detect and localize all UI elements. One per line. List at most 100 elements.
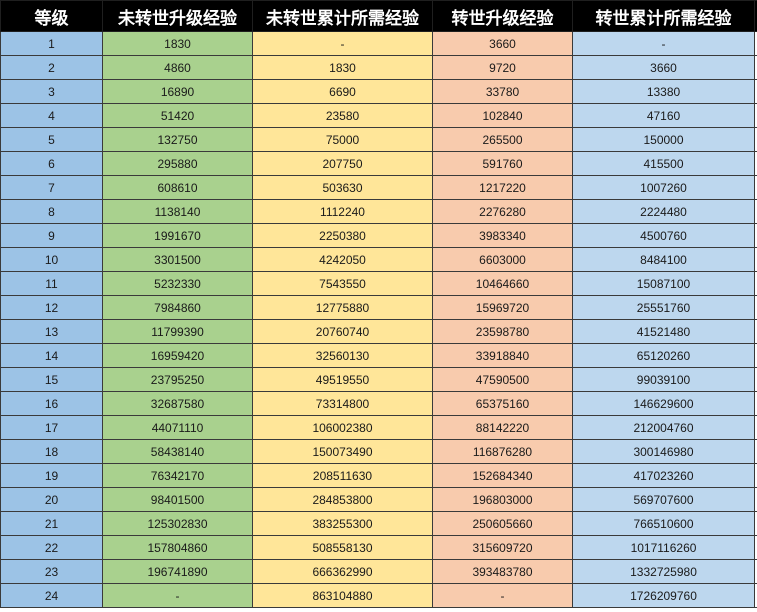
cell-level[interactable]: 19 xyxy=(0,463,103,488)
cell-non-rebirth-cumulative[interactable]: 666362990 xyxy=(252,559,433,584)
cell-level[interactable]: 18 xyxy=(0,439,103,464)
header-level[interactable]: 等级 xyxy=(0,0,103,32)
header-non-rebirth-upgrade[interactable]: 未转世升级经验 xyxy=(102,0,253,32)
cell-rebirth-upgrade[interactable]: 65375160 xyxy=(432,391,573,416)
cell-non-rebirth-upgrade[interactable]: 3301500 xyxy=(102,247,253,272)
cell-non-rebirth-cumulative[interactable]: 75000 xyxy=(252,127,433,152)
cell-rebirth-upgrade[interactable]: 315609720 xyxy=(432,535,573,560)
cell-level[interactable]: 5 xyxy=(0,127,103,152)
cell-rebirth-upgrade[interactable]: 6603000 xyxy=(432,247,573,272)
cell-level[interactable]: 22 xyxy=(0,535,103,560)
cell-rebirth-cumulative[interactable]: 1007260 xyxy=(572,175,755,200)
cell-rebirth-cumulative[interactable]: 13380 xyxy=(572,79,755,104)
cell-level[interactable]: 23 xyxy=(0,559,103,584)
cell-rebirth-upgrade[interactable]: 3660 xyxy=(432,31,573,56)
cell-non-rebirth-cumulative[interactable]: 503630 xyxy=(252,175,433,200)
cell-level[interactable]: 20 xyxy=(0,487,103,512)
cell-rebirth-cumulative[interactable]: 1332725980 xyxy=(572,559,755,584)
cell-non-rebirth-upgrade[interactable]: 295880 xyxy=(102,151,253,176)
cell-non-rebirth-upgrade[interactable]: 132750 xyxy=(102,127,253,152)
cell-level[interactable]: 10 xyxy=(0,247,103,272)
cell-rebirth-upgrade[interactable]: 265500 xyxy=(432,127,573,152)
cell-rebirth-upgrade[interactable]: 116876280 xyxy=(432,439,573,464)
cell-non-rebirth-upgrade[interactable]: 98401500 xyxy=(102,487,253,512)
cell-level[interactable]: 11 xyxy=(0,271,103,296)
cell-non-rebirth-cumulative[interactable]: 1112240 xyxy=(252,199,433,224)
cell-rebirth-upgrade[interactable]: 2276280 xyxy=(432,199,573,224)
cell-rebirth-cumulative[interactable]: 766510600 xyxy=(572,511,755,536)
cell-rebirth-upgrade[interactable]: 10464660 xyxy=(432,271,573,296)
cell-non-rebirth-cumulative[interactable]: 1830 xyxy=(252,55,433,80)
cell-level[interactable]: 21 xyxy=(0,511,103,536)
cell-rebirth-cumulative[interactable]: 417023260 xyxy=(572,463,755,488)
cell-non-rebirth-upgrade[interactable]: 44071110 xyxy=(102,415,253,440)
cell-non-rebirth-cumulative[interactable]: 207750 xyxy=(252,151,433,176)
cell-level[interactable]: 17 xyxy=(0,415,103,440)
cell-rebirth-cumulative[interactable]: 15087100 xyxy=(572,271,755,296)
cell-rebirth-cumulative[interactable]: 25551760 xyxy=(572,295,755,320)
cell-non-rebirth-upgrade[interactable]: 157804860 xyxy=(102,535,253,560)
cell-non-rebirth-cumulative[interactable]: 508558130 xyxy=(252,535,433,560)
cell-rebirth-cumulative[interactable]: 415500 xyxy=(572,151,755,176)
cell-non-rebirth-cumulative[interactable]: 208511630 xyxy=(252,463,433,488)
cell-rebirth-cumulative[interactable]: 4500760 xyxy=(572,223,755,248)
cell-rebirth-upgrade[interactable]: 33918840 xyxy=(432,343,573,368)
cell-rebirth-cumulative[interactable]: 212004760 xyxy=(572,415,755,440)
cell-rebirth-cumulative[interactable]: 146629600 xyxy=(572,391,755,416)
cell-non-rebirth-upgrade[interactable]: 16890 xyxy=(102,79,253,104)
cell-rebirth-upgrade[interactable]: 152684340 xyxy=(432,463,573,488)
cell-non-rebirth-upgrade[interactable]: 5232330 xyxy=(102,271,253,296)
header-non-rebirth-cumulative[interactable]: 未转世累计所需经验 xyxy=(252,0,433,32)
cell-non-rebirth-cumulative[interactable]: 284853800 xyxy=(252,487,433,512)
cell-rebirth-cumulative[interactable]: 300146980 xyxy=(572,439,755,464)
cell-non-rebirth-cumulative[interactable]: 6690 xyxy=(252,79,433,104)
cell-non-rebirth-cumulative[interactable]: 12775880 xyxy=(252,295,433,320)
cell-rebirth-upgrade[interactable]: 102840 xyxy=(432,103,573,128)
cell-level[interactable]: 15 xyxy=(0,367,103,392)
cell-non-rebirth-upgrade[interactable]: 76342170 xyxy=(102,463,253,488)
cell-rebirth-upgrade[interactable]: 393483780 xyxy=(432,559,573,584)
cell-non-rebirth-cumulative[interactable]: - xyxy=(252,31,433,56)
cell-non-rebirth-upgrade[interactable]: 125302830 xyxy=(102,511,253,536)
cell-rebirth-cumulative[interactable]: 65120260 xyxy=(572,343,755,368)
cell-rebirth-cumulative[interactable]: 569707600 xyxy=(572,487,755,512)
cell-rebirth-upgrade[interactable]: 88142220 xyxy=(432,415,573,440)
cell-level[interactable]: 2 xyxy=(0,55,103,80)
cell-rebirth-upgrade[interactable]: 591760 xyxy=(432,151,573,176)
cell-level[interactable]: 12 xyxy=(0,295,103,320)
cell-level[interactable]: 6 xyxy=(0,151,103,176)
cell-rebirth-cumulative[interactable]: 99039100 xyxy=(572,367,755,392)
header-rebirth-cumulative[interactable]: 转世累计所需经验 xyxy=(572,0,755,32)
cell-rebirth-upgrade[interactable]: - xyxy=(432,583,573,608)
cell-non-rebirth-upgrade[interactable]: 16959420 xyxy=(102,343,253,368)
cell-level[interactable]: 13 xyxy=(0,319,103,344)
cell-non-rebirth-cumulative[interactable]: 4242050 xyxy=(252,247,433,272)
cell-non-rebirth-upgrade[interactable]: 7984860 xyxy=(102,295,253,320)
cell-rebirth-upgrade[interactable]: 47590500 xyxy=(432,367,573,392)
cell-non-rebirth-upgrade[interactable]: 608610 xyxy=(102,175,253,200)
cell-non-rebirth-upgrade[interactable]: 4860 xyxy=(102,55,253,80)
cell-level[interactable]: 8 xyxy=(0,199,103,224)
cell-non-rebirth-cumulative[interactable]: 863104880 xyxy=(252,583,433,608)
cell-level[interactable]: 9 xyxy=(0,223,103,248)
cell-non-rebirth-upgrade[interactable]: 58438140 xyxy=(102,439,253,464)
cell-rebirth-upgrade[interactable]: 3983340 xyxy=(432,223,573,248)
cell-non-rebirth-cumulative[interactable]: 73314800 xyxy=(252,391,433,416)
cell-non-rebirth-upgrade[interactable]: 1991670 xyxy=(102,223,253,248)
cell-non-rebirth-upgrade[interactable]: 51420 xyxy=(102,103,253,128)
cell-level[interactable]: 3 xyxy=(0,79,103,104)
cell-non-rebirth-cumulative[interactable]: 49519550 xyxy=(252,367,433,392)
cell-rebirth-upgrade[interactable]: 250605660 xyxy=(432,511,573,536)
cell-non-rebirth-upgrade[interactable]: 32687580 xyxy=(102,391,253,416)
cell-rebirth-cumulative[interactable]: 3660 xyxy=(572,55,755,80)
cell-non-rebirth-cumulative[interactable]: 32560130 xyxy=(252,343,433,368)
cell-rebirth-cumulative[interactable]: 8484100 xyxy=(572,247,755,272)
cell-level[interactable]: 24 xyxy=(0,583,103,608)
cell-rebirth-cumulative[interactable]: 2224480 xyxy=(572,199,755,224)
cell-non-rebirth-upgrade[interactable]: 196741890 xyxy=(102,559,253,584)
cell-non-rebirth-cumulative[interactable]: 7543550 xyxy=(252,271,433,296)
cell-non-rebirth-cumulative[interactable]: 383255300 xyxy=(252,511,433,536)
cell-level[interactable]: 7 xyxy=(0,175,103,200)
cell-level[interactable]: 14 xyxy=(0,343,103,368)
cell-non-rebirth-cumulative[interactable]: 106002380 xyxy=(252,415,433,440)
